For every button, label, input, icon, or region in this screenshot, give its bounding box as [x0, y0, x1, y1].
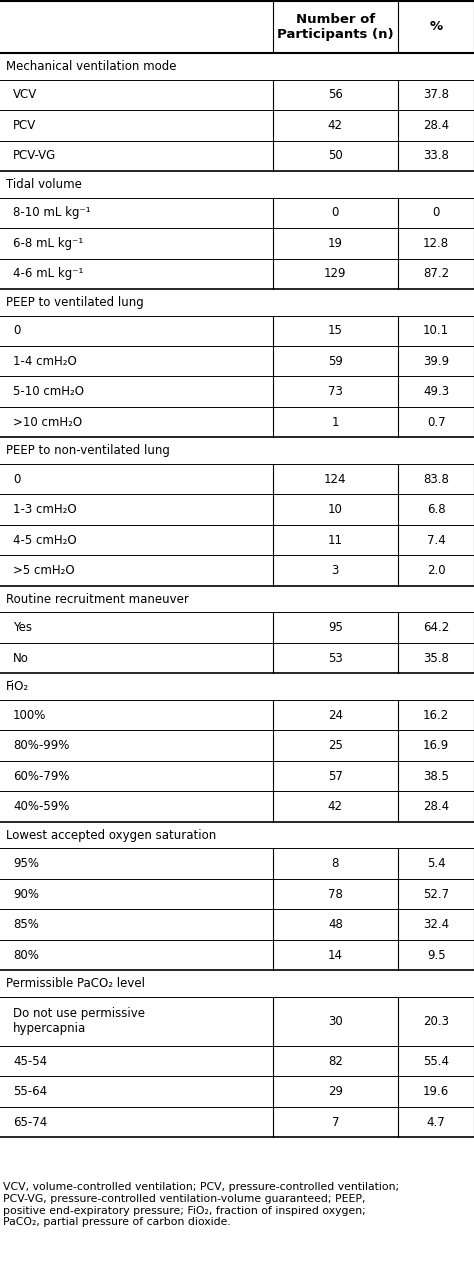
- Text: Do not use permissive
hypercapnia: Do not use permissive hypercapnia: [13, 1008, 145, 1036]
- Text: Number of
Participants (n): Number of Participants (n): [277, 13, 394, 41]
- Text: 16.9: 16.9: [423, 740, 449, 753]
- Text: 4-5 cmH₂O: 4-5 cmH₂O: [13, 534, 77, 547]
- Text: 1-3 cmH₂O: 1-3 cmH₂O: [13, 504, 77, 516]
- Text: >5 cmH₂O: >5 cmH₂O: [13, 565, 74, 577]
- Text: 83.8: 83.8: [423, 473, 449, 486]
- Text: 49.3: 49.3: [423, 386, 449, 398]
- Text: 14: 14: [328, 949, 343, 962]
- Text: 95%: 95%: [13, 858, 39, 871]
- Text: 15: 15: [328, 325, 343, 338]
- Text: 16.2: 16.2: [423, 709, 449, 722]
- Text: 5-10 cmH₂O: 5-10 cmH₂O: [13, 386, 84, 398]
- Text: 48: 48: [328, 919, 343, 931]
- Text: 37.8: 37.8: [423, 89, 449, 102]
- Text: 28.4: 28.4: [423, 801, 449, 813]
- Text: 5.4: 5.4: [427, 858, 446, 871]
- Text: 53: 53: [328, 652, 343, 665]
- Text: 19: 19: [328, 237, 343, 250]
- Text: >10 cmH₂O: >10 cmH₂O: [13, 416, 82, 429]
- Text: PCV: PCV: [13, 119, 36, 132]
- Text: 80%-99%: 80%-99%: [13, 740, 69, 753]
- Text: 0: 0: [13, 473, 20, 486]
- Text: 45-54: 45-54: [13, 1055, 47, 1067]
- Text: Yes: Yes: [13, 622, 32, 634]
- Text: 19.6: 19.6: [423, 1085, 449, 1098]
- Text: 6.8: 6.8: [427, 504, 446, 516]
- Text: 87.2: 87.2: [423, 268, 449, 280]
- Text: Tidal volume: Tidal volume: [6, 178, 82, 190]
- Text: 2.0: 2.0: [427, 565, 446, 577]
- Text: 59: 59: [328, 355, 343, 368]
- Text: 35.8: 35.8: [423, 652, 449, 665]
- Text: 30: 30: [328, 1015, 343, 1028]
- Text: 11: 11: [328, 534, 343, 547]
- Text: 42: 42: [328, 801, 343, 813]
- Text: 55.4: 55.4: [423, 1055, 449, 1067]
- Text: 25: 25: [328, 740, 343, 753]
- Text: No: No: [13, 652, 29, 665]
- Text: 42: 42: [328, 119, 343, 132]
- Text: 20.3: 20.3: [423, 1015, 449, 1028]
- Text: 80%: 80%: [13, 949, 39, 962]
- Text: 10.1: 10.1: [423, 325, 449, 338]
- Text: 60%-79%: 60%-79%: [13, 770, 70, 783]
- Text: 1: 1: [332, 416, 339, 429]
- Text: 64.2: 64.2: [423, 622, 449, 634]
- Text: VCV, volume-controlled ventilation; PCV, pressure-controlled ventilation;
PCV-VG: VCV, volume-controlled ventilation; PCV,…: [3, 1183, 399, 1227]
- Text: 90%: 90%: [13, 888, 39, 901]
- Text: VCV: VCV: [13, 89, 37, 102]
- Text: 73: 73: [328, 386, 343, 398]
- Text: 82: 82: [328, 1055, 343, 1067]
- Text: 55-64: 55-64: [13, 1085, 47, 1098]
- Text: Routine recruitment maneuver: Routine recruitment maneuver: [6, 593, 189, 605]
- Text: 39.9: 39.9: [423, 355, 449, 368]
- Text: 12.8: 12.8: [423, 237, 449, 250]
- Text: %: %: [429, 20, 443, 33]
- Text: 85%: 85%: [13, 919, 39, 931]
- Text: 65-74: 65-74: [13, 1115, 47, 1128]
- Text: 7: 7: [332, 1115, 339, 1128]
- Text: 4-6 mL kg⁻¹: 4-6 mL kg⁻¹: [13, 268, 83, 280]
- Text: 0: 0: [13, 325, 20, 338]
- Text: PEEP to non-ventilated lung: PEEP to non-ventilated lung: [6, 444, 170, 457]
- Text: 0: 0: [332, 207, 339, 220]
- Text: 40%-59%: 40%-59%: [13, 801, 69, 813]
- Text: 24: 24: [328, 709, 343, 722]
- Text: 4.7: 4.7: [427, 1115, 446, 1128]
- Text: 78: 78: [328, 888, 343, 901]
- Text: Lowest accepted oxygen saturation: Lowest accepted oxygen saturation: [6, 829, 216, 841]
- Text: 52.7: 52.7: [423, 888, 449, 901]
- Text: 56: 56: [328, 89, 343, 102]
- Text: 124: 124: [324, 473, 346, 486]
- Text: PCV-VG: PCV-VG: [13, 150, 56, 162]
- Text: 29: 29: [328, 1085, 343, 1098]
- Text: 28.4: 28.4: [423, 119, 449, 132]
- Text: 10: 10: [328, 504, 343, 516]
- Text: 8: 8: [332, 858, 339, 871]
- Text: 0.7: 0.7: [427, 416, 446, 429]
- Text: 95: 95: [328, 622, 343, 634]
- Text: 129: 129: [324, 268, 346, 280]
- Text: 38.5: 38.5: [423, 770, 449, 783]
- Text: 6-8 mL kg⁻¹: 6-8 mL kg⁻¹: [13, 237, 83, 250]
- Text: 7.4: 7.4: [427, 534, 446, 547]
- Text: 8-10 mL kg⁻¹: 8-10 mL kg⁻¹: [13, 207, 91, 220]
- Text: 1-4 cmH₂O: 1-4 cmH₂O: [13, 355, 77, 368]
- Text: Mechanical ventilation mode: Mechanical ventilation mode: [6, 60, 176, 72]
- Text: PEEP to ventilated lung: PEEP to ventilated lung: [6, 296, 144, 308]
- Text: 3: 3: [332, 565, 339, 577]
- Text: 32.4: 32.4: [423, 919, 449, 931]
- Text: Permissible PaCO₂ level: Permissible PaCO₂ level: [6, 977, 145, 990]
- Text: 57: 57: [328, 770, 343, 783]
- Text: 33.8: 33.8: [423, 150, 449, 162]
- Text: FiO₂: FiO₂: [6, 680, 29, 693]
- Text: 0: 0: [432, 207, 440, 220]
- Text: 50: 50: [328, 150, 343, 162]
- Text: 9.5: 9.5: [427, 949, 446, 962]
- Text: 100%: 100%: [13, 709, 46, 722]
